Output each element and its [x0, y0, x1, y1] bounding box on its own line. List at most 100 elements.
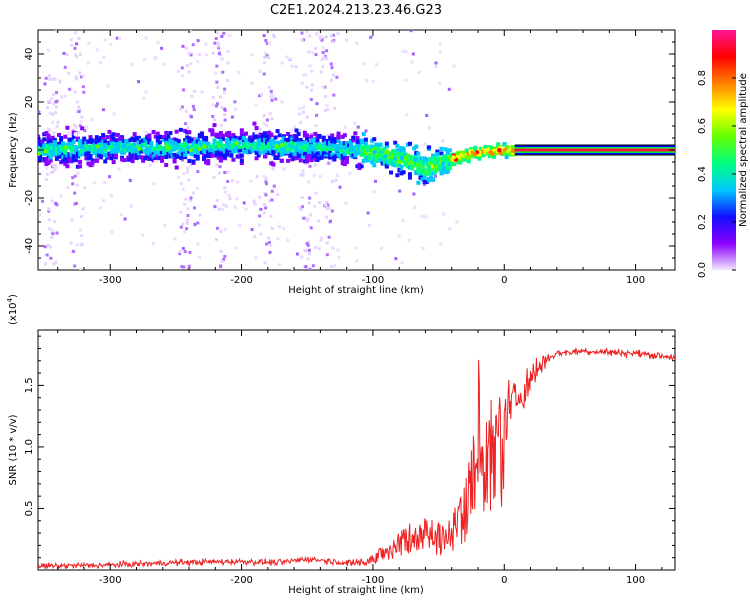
heat-cell: [323, 203, 327, 207]
heat-cell: [67, 153, 72, 158]
heat-cell: [374, 156, 379, 161]
heat-cell: [196, 242, 200, 246]
heat-cell: [147, 138, 152, 143]
heat-cell: [84, 152, 89, 157]
heat-cell: [164, 137, 169, 142]
heat-cell: [300, 141, 305, 146]
heat-cell: [189, 137, 194, 142]
heat-cell: [328, 146, 333, 151]
snr-multiplier-exponent: 4: [6, 297, 14, 302]
heat-cell: [262, 34, 266, 38]
heat-peak: [179, 142, 184, 147]
heat-cell: [47, 207, 51, 211]
heat-cell: [508, 150, 513, 155]
heat-cell: [277, 148, 282, 153]
heat-cell: [266, 56, 270, 60]
heat-cell: [309, 139, 314, 144]
heat-cell: [174, 129, 179, 134]
heat-cell: [357, 143, 362, 148]
heat-cell: [404, 50, 408, 54]
heat-cell: [44, 262, 48, 266]
heat-cell: [202, 153, 207, 158]
heat-cell: [220, 144, 225, 149]
heat-cell: [249, 179, 253, 183]
heat-cell: [510, 145, 515, 150]
heat-cell: [435, 149, 440, 154]
heat-cell: [231, 137, 236, 142]
heat-cell: [326, 134, 330, 138]
heat-cell: [225, 142, 230, 147]
heat-cell: [258, 137, 263, 142]
heat-cell: [298, 107, 302, 111]
heat-cell: [196, 170, 200, 174]
heat-peak: [308, 144, 313, 149]
heat-cell: [344, 147, 349, 152]
heat-cell: [199, 145, 204, 150]
heat-cell: [280, 100, 284, 104]
heat-cell: [82, 152, 87, 157]
heat-cell: [117, 139, 122, 144]
heat-cell: [70, 218, 74, 222]
heat-cell: [147, 156, 152, 161]
heat-peak: [292, 142, 297, 147]
heat-cell: [224, 204, 228, 208]
heat-cell: [48, 155, 53, 160]
heat-cell: [416, 163, 421, 168]
heat-cell: [382, 161, 387, 166]
heat-cell: [315, 32, 319, 36]
heat-cell: [299, 173, 303, 177]
heat-cell: [313, 46, 317, 50]
heat-cell: [268, 112, 272, 116]
heat-cell: [223, 108, 227, 112]
heat-cell: [423, 142, 427, 146]
heat-cell: [298, 158, 303, 163]
heat-cell: [361, 132, 366, 137]
heat-cell: [227, 136, 232, 141]
heat-cell: [370, 138, 375, 143]
heat-cell: [215, 64, 219, 68]
heat-cell: [347, 141, 352, 146]
heat-cell: [487, 154, 492, 159]
heat-cell: [176, 151, 181, 156]
heat-cell: [298, 141, 303, 146]
heat-peak: [197, 146, 202, 152]
heat-cell: [69, 148, 74, 153]
heat-cell: [325, 206, 329, 210]
heat-cell: [94, 138, 99, 143]
heat-cell: [237, 148, 242, 153]
heat-cell: [223, 118, 227, 122]
heat-peak: [302, 143, 307, 149]
heat-cell: [216, 145, 221, 150]
heat-cell: [416, 166, 421, 171]
heat-cell: [193, 153, 198, 158]
heat-cell: [309, 148, 314, 153]
heat-cell: [357, 166, 362, 171]
heat-cell: [418, 156, 423, 161]
heat-cell: [168, 139, 173, 144]
heat-cell: [220, 106, 224, 110]
heat-cell: [403, 152, 408, 157]
heat-cell: [422, 182, 426, 186]
heat-cell: [269, 95, 273, 99]
heat-cell: [211, 103, 215, 107]
heat-cell: [418, 160, 423, 165]
heat-peak: [142, 142, 147, 147]
heat-cell: [314, 53, 318, 57]
heat-cell: [82, 149, 87, 154]
heat-cell: [407, 172, 412, 177]
heat-cell: [498, 146, 503, 151]
heat-cell: [110, 230, 114, 234]
heat-cell: [112, 112, 116, 116]
heat-cell: [338, 142, 343, 147]
heat-cell: [120, 139, 125, 144]
heat-cell: [439, 146, 444, 151]
heat-cell: [170, 144, 175, 149]
x-tick-label: -300: [99, 275, 122, 286]
heat-cell: [88, 153, 93, 158]
heat-cell: [268, 199, 272, 203]
heat-cell: [456, 158, 461, 163]
heat-cell: [265, 123, 269, 127]
heat-cell: [431, 153, 436, 158]
heat-cell: [371, 79, 375, 83]
heat-cell: [74, 125, 78, 129]
